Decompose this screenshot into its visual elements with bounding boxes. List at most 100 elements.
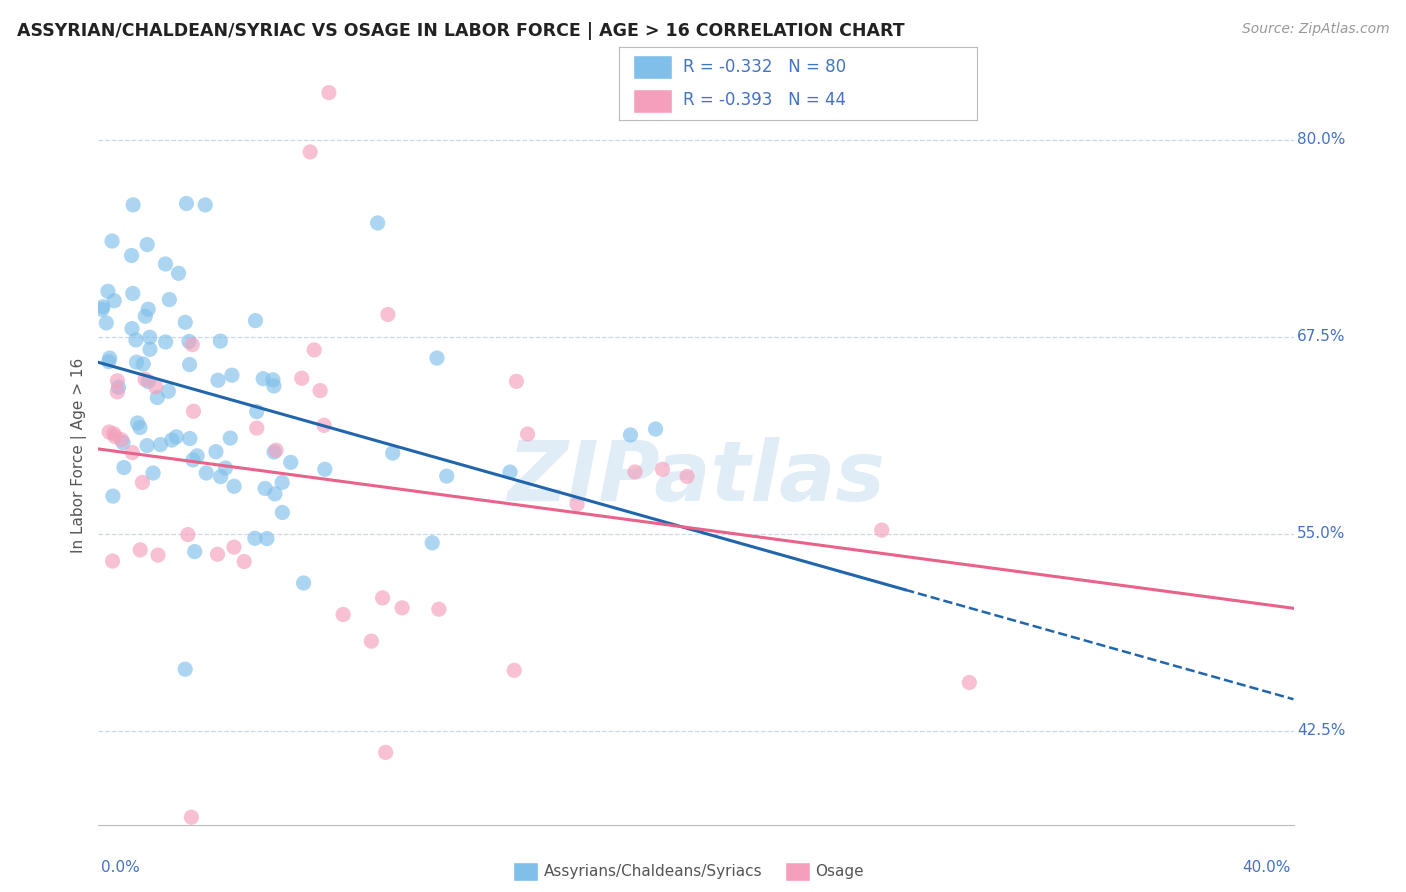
Point (104, 429, 127, 443)
FancyBboxPatch shape (633, 54, 672, 78)
Point (516, 427, 538, 442)
Point (129, 420, 152, 434)
Point (136, 302, 159, 317)
Point (246, 421, 269, 435)
Point (207, 547, 229, 561)
Point (233, 555, 256, 569)
Point (146, 391, 169, 405)
Point (243, 531, 266, 545)
Point (619, 428, 641, 442)
Text: 55.0%: 55.0% (1298, 526, 1346, 541)
Text: Osage: Osage (815, 864, 865, 879)
Point (121, 248, 143, 262)
Point (209, 334, 232, 348)
Point (314, 462, 336, 476)
Point (870, 523, 893, 537)
Point (360, 634, 382, 648)
Point (420, 536, 443, 550)
Point (160, 433, 183, 447)
Point (436, 469, 458, 483)
Point (112, 435, 135, 450)
Point (302, 343, 325, 357)
Point (112, 460, 135, 475)
Point (103, 426, 125, 441)
Point (214, 461, 236, 475)
Point (222, 479, 245, 493)
Point (105, 374, 128, 388)
Point (264, 487, 287, 501)
Point (263, 379, 285, 393)
Point (101, 234, 124, 248)
Point (262, 373, 284, 387)
Point (121, 445, 143, 459)
Point (103, 293, 125, 308)
Point (107, 380, 129, 394)
Point (177, 527, 200, 541)
Point (174, 662, 197, 676)
Point (314, 418, 336, 433)
Point (254, 482, 277, 496)
Point (271, 475, 294, 490)
Point (136, 237, 159, 252)
Point (91, 300, 114, 314)
Point (183, 544, 205, 558)
Text: 80.0%: 80.0% (1298, 132, 1346, 147)
Point (142, 466, 165, 480)
Point (252, 372, 274, 386)
Point (221, 368, 243, 383)
Point (219, 431, 242, 445)
FancyBboxPatch shape (633, 89, 672, 113)
Point (149, 437, 172, 451)
Point (186, 449, 208, 463)
Point (374, 745, 396, 759)
Text: ASSYRIAN/CHALDEAN/SYRIAC VS OSAGE IN LABOR FORCE | AGE > 16 CORRELATION CHART: ASSYRIAN/CHALDEAN/SYRIAC VS OSAGE IN LAB… (17, 22, 904, 40)
Text: 67.5%: 67.5% (1298, 329, 1346, 344)
Text: 0.0%: 0.0% (101, 861, 141, 875)
Point (332, 607, 354, 622)
Point (165, 430, 187, 444)
Y-axis label: In Labor Force | Age > 16: In Labor Force | Age > 16 (72, 358, 87, 552)
Point (177, 334, 200, 349)
Point (205, 444, 228, 458)
Point (318, 86, 340, 100)
Point (209, 469, 232, 483)
Point (98, 351, 121, 365)
Point (391, 600, 413, 615)
Point (110, 433, 132, 447)
Point (271, 506, 294, 520)
Point (122, 198, 145, 212)
Point (181, 337, 204, 351)
Point (132, 357, 155, 371)
Point (129, 542, 152, 557)
Text: Source: ZipAtlas.com: Source: ZipAtlas.com (1241, 22, 1389, 37)
Point (134, 310, 156, 324)
Point (97, 285, 120, 299)
Point (174, 315, 197, 329)
Point (644, 422, 666, 436)
Point (97, 354, 120, 368)
Point (125, 333, 148, 347)
Point (264, 443, 287, 458)
Point (292, 576, 315, 591)
Point (676, 469, 699, 483)
Point (139, 343, 162, 357)
Point (371, 591, 394, 605)
Point (263, 445, 285, 459)
Point (280, 455, 302, 469)
Point (427, 602, 450, 616)
Point (624, 465, 647, 479)
Point (195, 466, 218, 480)
Point (139, 330, 162, 344)
Point (207, 373, 229, 387)
Point (96, 316, 118, 330)
Point (194, 198, 217, 212)
Point (155, 334, 177, 349)
Point (505, 375, 527, 389)
Point (121, 321, 143, 335)
Point (98, 425, 121, 439)
Point (565, 497, 588, 511)
Text: 42.5%: 42.5% (1298, 723, 1346, 738)
Point (299, 145, 322, 159)
Point (136, 439, 159, 453)
Point (101, 554, 124, 568)
